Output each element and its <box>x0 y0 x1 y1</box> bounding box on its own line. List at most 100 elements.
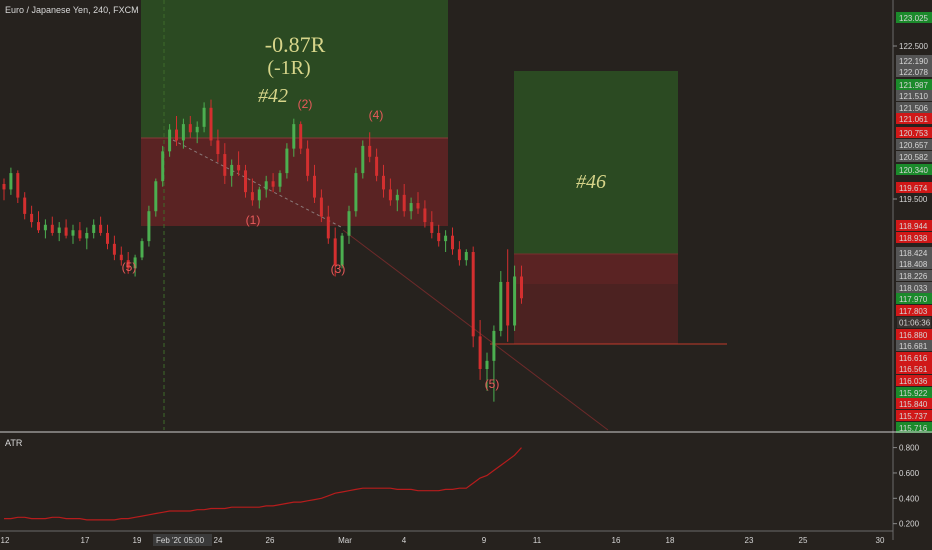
price-badge <box>896 113 932 124</box>
candle-body <box>112 243 116 255</box>
time-tick-label: 18 <box>666 536 675 545</box>
trade-42-loss-zone <box>141 138 448 226</box>
countdown-label: 01:06:36 <box>899 319 931 328</box>
candle-body <box>202 107 206 127</box>
candle-body <box>354 173 358 212</box>
candle-body <box>451 235 454 250</box>
time-highlight <box>181 534 212 546</box>
price-tick-label: 116.616 <box>899 354 928 363</box>
time-tick-label: 30 <box>876 536 885 545</box>
candle-body <box>23 197 27 214</box>
candle-body <box>347 211 351 236</box>
price-tick-label: 122.500 <box>899 42 928 51</box>
price-tick-label: 120.582 <box>899 153 928 162</box>
price-tick-label: 116.036 <box>899 377 928 386</box>
trade-46-loss-zone <box>514 254 678 284</box>
candle-body <box>78 230 82 239</box>
candle-body <box>216 140 220 155</box>
time-tick-label: Feb '20 <box>156 536 183 545</box>
time-tick-label: Mar <box>338 536 352 545</box>
price-tick-label: 121.506 <box>899 104 928 113</box>
wave-label-4: (4) <box>369 108 384 122</box>
wave-label-5-left: (5) <box>122 260 137 274</box>
price-badge <box>896 151 932 162</box>
candle-body <box>106 232 109 244</box>
candle-body <box>306 148 310 176</box>
candle-body <box>326 216 330 239</box>
time-tick-label: 16 <box>612 536 621 545</box>
time-axis[interactable]: 12 17 19 Feb '20 05:00 24 26 Mar 4 9 11 16 18 23 25 30 <box>1 534 885 546</box>
indicator-tick-label: 0.800 <box>899 444 920 453</box>
candle-body <box>85 232 89 239</box>
price-tick-label: 121.510 <box>899 92 928 101</box>
price-tick-label: 118.226 <box>899 272 928 281</box>
candle-body <box>285 148 289 174</box>
price-badge <box>896 90 932 101</box>
candle-body <box>471 252 475 337</box>
candle-body <box>126 260 130 269</box>
price-tick-label: 115.737 <box>899 412 928 421</box>
indicator-tick-label: 0.400 <box>899 494 920 503</box>
price-tick-label: 115.922 <box>899 389 928 398</box>
price-badge <box>896 282 932 293</box>
price-badge <box>896 305 932 316</box>
price-badge <box>896 270 932 281</box>
candle-body <box>299 124 303 149</box>
price-tick-label: 117.803 <box>899 307 928 316</box>
candle-body <box>388 189 392 201</box>
price-tick-label: 116.681 <box>899 342 928 351</box>
indicator-axis: 0.800 0.600 0.400 0.200 <box>893 444 920 529</box>
price-badge <box>896 398 932 409</box>
time-tick-label: 12 <box>1 536 10 545</box>
price-badge <box>896 232 932 243</box>
time-tick-label: 19 <box>133 536 142 545</box>
trade-42-label: #42 <box>258 85 288 107</box>
candle-body <box>333 238 337 266</box>
price-tick-label: 119.674 <box>899 184 928 193</box>
candle-body <box>409 203 413 212</box>
candle-body <box>499 281 503 331</box>
indicator-tick-label: 0.600 <box>899 469 920 478</box>
price-badge <box>896 66 932 77</box>
countdown-badge <box>897 317 931 328</box>
wave-label-1: (1) <box>246 213 261 227</box>
price-tick-label: 118.944 <box>899 222 928 231</box>
candle-body <box>37 222 40 231</box>
price-badge <box>896 375 932 386</box>
price-tick-label: 118.424 <box>899 249 928 258</box>
price-tick-label: 120.657 <box>899 141 928 150</box>
wave-label-5-right: (5) <box>485 377 500 391</box>
candle-body <box>492 330 496 361</box>
price-badge <box>896 220 932 231</box>
trade-46-profit-zone <box>514 71 678 254</box>
candle-body <box>464 252 468 261</box>
candle-body <box>43 224 47 231</box>
price-tick-label: 119.500 <box>899 195 928 204</box>
price-tick-label: 116.561 <box>899 365 928 374</box>
candle-body <box>485 360 489 370</box>
candle-body <box>154 181 158 212</box>
candle-body <box>140 241 144 258</box>
candle-body <box>64 227 68 236</box>
candle-body <box>147 211 151 242</box>
candle-body <box>57 227 61 233</box>
candle-body <box>16 173 20 198</box>
price-tick-label: 118.033 <box>899 284 928 293</box>
candle-body <box>244 170 247 193</box>
price-tick-label: 118.938 <box>899 234 928 243</box>
candle-body <box>444 235 448 242</box>
indicator-tick-label: 0.200 <box>899 520 920 529</box>
candle-body <box>237 164 241 171</box>
price-tick-label: 115.716 <box>899 424 928 433</box>
candle-body <box>99 224 103 233</box>
price-tick-label: 120.753 <box>899 129 928 138</box>
price-badge <box>896 247 932 258</box>
time-tick-label: 05:00 <box>184 536 205 545</box>
candle-body <box>416 203 420 209</box>
trade-46-label: #46 <box>576 171 606 193</box>
candle-body <box>278 173 282 187</box>
candle-body <box>30 213 34 223</box>
price-axis[interactable]: 123.025 122.500 122.190 122.078 121.987 121.5… <box>893 12 932 433</box>
